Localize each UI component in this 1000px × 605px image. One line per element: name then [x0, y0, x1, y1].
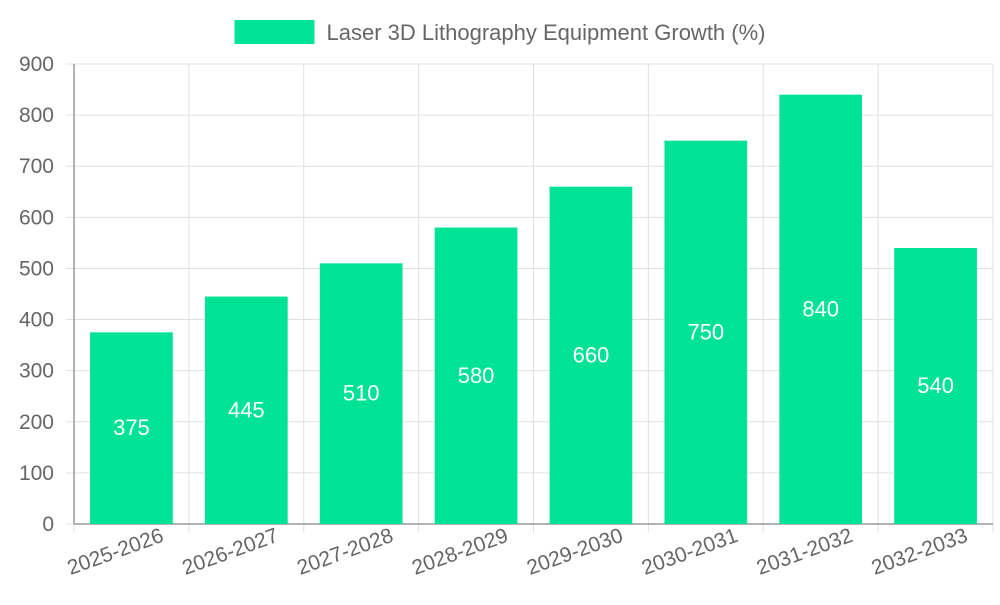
y-tick-label: 100	[19, 462, 54, 485]
bar-value-label: 580	[458, 363, 495, 388]
bar-value-label: 375	[113, 415, 150, 440]
bars	[90, 94, 977, 525]
y-tick-label: 800	[19, 104, 54, 127]
x-tick-label: 2025-2026	[64, 524, 166, 580]
data-labels: 375 445 510 580 660 750 840 540	[113, 296, 954, 440]
y-tick-label: 500	[19, 257, 54, 280]
x-tick-label: 2026-2027	[179, 524, 281, 580]
y-tick-label: 200	[19, 411, 54, 434]
bar	[549, 186, 633, 524]
y-tick-label: 900	[19, 53, 54, 76]
x-tick-label: 2031-2032	[754, 524, 856, 580]
bar-value-label: 840	[802, 296, 839, 321]
bar-value-label: 510	[343, 381, 380, 406]
y-tick-label: 700	[19, 155, 54, 178]
bar	[204, 296, 288, 524]
bar-value-label: 750	[687, 319, 724, 344]
bar-value-label: 660	[573, 342, 610, 367]
x-tick-label: 2028-2029	[409, 524, 511, 580]
x-tick-label: 2030-2031	[639, 524, 741, 580]
legend-swatch	[234, 20, 315, 44]
legend-label: Laser 3D Lithography Equipment Growth (%…	[327, 20, 766, 45]
bar-value-label: 445	[228, 397, 265, 422]
bar	[90, 332, 173, 524]
x-tick-label: 2027-2028	[294, 524, 396, 580]
bar	[434, 227, 518, 525]
bar	[664, 140, 748, 524]
y-tick-label: 400	[19, 309, 54, 332]
bar-value-label: 540	[917, 373, 954, 398]
x-tick-label: 2029-2030	[524, 524, 626, 580]
y-tick-label: 0	[42, 513, 54, 536]
y-tick-label: 600	[19, 206, 54, 229]
x-tick-label: 2032-2033	[868, 524, 970, 580]
bar	[319, 263, 403, 524]
y-tick-label: 300	[19, 360, 54, 383]
bar	[894, 248, 977, 524]
legend[interactable]: Laser 3D Lithography Equipment Growth (%…	[234, 20, 766, 45]
bar	[779, 94, 863, 525]
